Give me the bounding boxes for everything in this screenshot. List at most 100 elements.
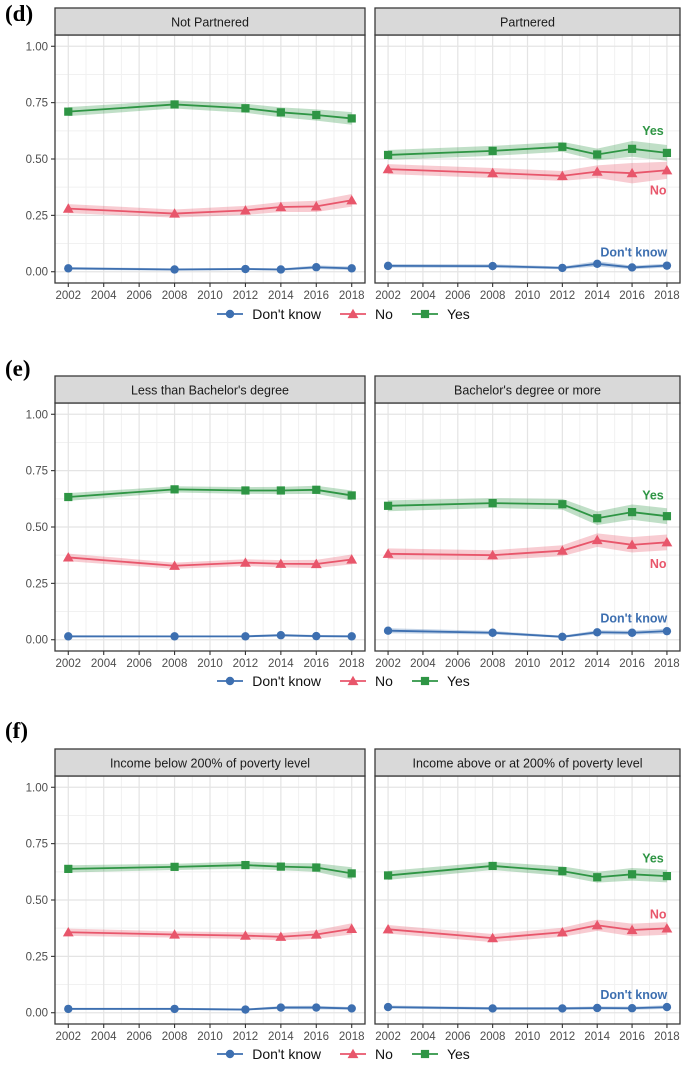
- annotation-yes: Yes: [642, 851, 664, 865]
- svg-text:2010: 2010: [515, 658, 541, 670]
- svg-text:2014: 2014: [584, 1031, 610, 1043]
- svg-text:2008: 2008: [480, 290, 506, 302]
- legend-label: No: [375, 306, 393, 322]
- svg-text:1.00: 1.00: [26, 409, 48, 421]
- legend-item-yes: Yes: [410, 306, 470, 322]
- line-yes: [387, 865, 667, 879]
- svg-text:0.00: 0.00: [26, 635, 48, 647]
- svg-text:2010: 2010: [197, 1031, 223, 1043]
- markers-no: [62, 552, 358, 570]
- line-yes: [68, 103, 352, 120]
- annotation-don-t-know: Don't know: [600, 988, 667, 1002]
- y-axis: 0.00 0.25 0.50 0.75 1.00: [26, 409, 55, 647]
- svg-text:0.00: 0.00: [26, 267, 48, 279]
- facet-partnered: Yes No Don't know Partnered 2002 2004 2006 2008…: [374, 7, 681, 302]
- panel-label-f: (f): [5, 718, 28, 743]
- svg-text:2002: 2002: [55, 290, 81, 302]
- legend-label: No: [375, 673, 393, 689]
- svg-text:2012: 2012: [550, 658, 576, 670]
- svg-text:2016: 2016: [303, 290, 329, 302]
- legend-triangle-icon: [340, 308, 367, 319]
- annotation-don-t-know: Don't know: [600, 246, 667, 260]
- legend-label: Don't know: [252, 306, 322, 322]
- svg-text:2008: 2008: [480, 658, 506, 670]
- x-axis: 2002 2004 2006 2008 2010 2012 2014 2016 2018: [375, 283, 680, 302]
- svg-text:0.25: 0.25: [26, 578, 48, 590]
- legend-circle-icon: [217, 1049, 244, 1059]
- facet-strip: Bachelor's degree or more: [374, 375, 681, 404]
- x-axis: 2002 2004 2006 2008 2010 2012 2014 2016 2018: [55, 283, 365, 302]
- chart-marriage-by-income: Income below 200% of poverty level 2002 20…: [0, 741, 685, 1043]
- y-axis: 0.00 0.25 0.50 0.75 1.00: [26, 782, 55, 1020]
- legend-label: No: [375, 1046, 393, 1062]
- line-don-t-know: [388, 629, 667, 638]
- annotation-no: No: [650, 184, 667, 198]
- line-don-t-know: [388, 1006, 667, 1010]
- markers-yes: [383, 861, 672, 882]
- legend-label: Don't know: [252, 673, 322, 689]
- legend-item-don-t-know: Don't know: [215, 306, 321, 322]
- svg-text:2004: 2004: [410, 1031, 436, 1043]
- facet-strip: Partnered: [374, 7, 681, 36]
- svg-text:0.50: 0.50: [26, 522, 48, 534]
- x-axis: 2002 2004 2006 2008 2010 2012 2014 2016 2018: [375, 1024, 680, 1043]
- svg-text:0.50: 0.50: [26, 895, 48, 907]
- line-yes: [388, 502, 668, 520]
- markers-no: [382, 163, 673, 181]
- svg-text:1.00: 1.00: [26, 41, 48, 53]
- markers-no: [62, 923, 358, 941]
- facet-title: Bachelor's degree or more: [454, 384, 601, 398]
- facet-strip: Less than Bachelor's degree: [54, 375, 366, 404]
- legend-item-yes: Yes: [410, 1046, 470, 1062]
- line-no: [68, 556, 352, 567]
- line-don-t-know: [388, 262, 667, 269]
- svg-text:2008: 2008: [162, 1031, 188, 1043]
- svg-text:2018: 2018: [339, 658, 365, 670]
- svg-text:2002: 2002: [375, 1031, 401, 1043]
- svg-text:2010: 2010: [515, 1031, 541, 1043]
- svg-text:0.50: 0.50: [26, 154, 48, 166]
- line-no: [68, 199, 352, 215]
- markers-yes: [64, 860, 356, 878]
- markers-don-t-know: [64, 263, 356, 274]
- line-no: [388, 539, 667, 557]
- chart-marriage-by-education: Less than Bachelor's degree 2002 2004 2006 2…: [0, 368, 685, 670]
- svg-text:0.25: 0.25: [26, 210, 48, 222]
- markers-no: [62, 194, 358, 218]
- svg-text:0.75: 0.75: [26, 839, 48, 851]
- svg-text:2016: 2016: [303, 658, 329, 670]
- chart-svg-f: Income below 200% of poverty level 2002 20…: [26, 748, 681, 1043]
- gridlines-major: [375, 35, 680, 283]
- svg-text:1.00: 1.00: [26, 782, 48, 794]
- line-don-t-know: [68, 1006, 352, 1011]
- markers-yes: [64, 100, 356, 123]
- line-no: [388, 168, 668, 177]
- markers-don-t-know: [383, 626, 672, 641]
- svg-text:0.75: 0.75: [26, 98, 48, 110]
- line-yes: [388, 145, 668, 156]
- facet-strip: Income below 200% of poverty level: [54, 748, 366, 777]
- facet-not-partnered: Not Partnered 2002 2004 2006 2008 2010 2012 201…: [26, 7, 366, 302]
- svg-text:2010: 2010: [197, 658, 223, 670]
- svg-text:2008: 2008: [480, 1031, 506, 1043]
- svg-text:2004: 2004: [91, 290, 117, 302]
- panel-label-d: (d): [5, 1, 34, 26]
- svg-text:2006: 2006: [126, 658, 152, 670]
- legend-item-no: No: [338, 306, 393, 322]
- svg-text:2018: 2018: [339, 290, 365, 302]
- facet-title: Not Partnered: [171, 16, 249, 30]
- legend-circle-icon: [217, 676, 244, 686]
- markers-no: [382, 534, 673, 560]
- legend-item-yes: Yes: [410, 673, 470, 689]
- markers-don-t-know: [64, 1003, 356, 1014]
- svg-text:2016: 2016: [619, 658, 645, 670]
- panel-label-e: (e): [5, 356, 31, 381]
- y-axis: 0.00 0.25 0.50 0.75 1.00: [26, 41, 55, 279]
- svg-text:2014: 2014: [584, 658, 610, 670]
- svg-text:2004: 2004: [410, 290, 436, 302]
- legend-item-no: No: [338, 1046, 393, 1062]
- svg-text:2006: 2006: [445, 290, 471, 302]
- gridlines-major: [55, 403, 365, 651]
